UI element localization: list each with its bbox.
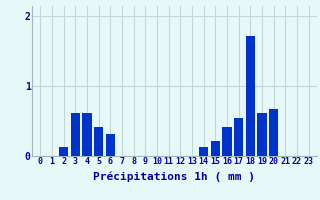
Bar	[199, 147, 208, 156]
Bar	[234, 118, 243, 156]
Bar	[246, 36, 255, 156]
Bar	[269, 109, 278, 156]
Bar	[222, 127, 232, 156]
Bar	[211, 141, 220, 156]
X-axis label: Précipitations 1h ( mm ): Précipitations 1h ( mm )	[93, 172, 255, 182]
Bar	[106, 134, 115, 156]
Bar	[70, 113, 80, 156]
Bar	[257, 113, 267, 156]
Bar	[59, 147, 68, 156]
Bar	[94, 127, 103, 156]
Bar	[82, 113, 92, 156]
